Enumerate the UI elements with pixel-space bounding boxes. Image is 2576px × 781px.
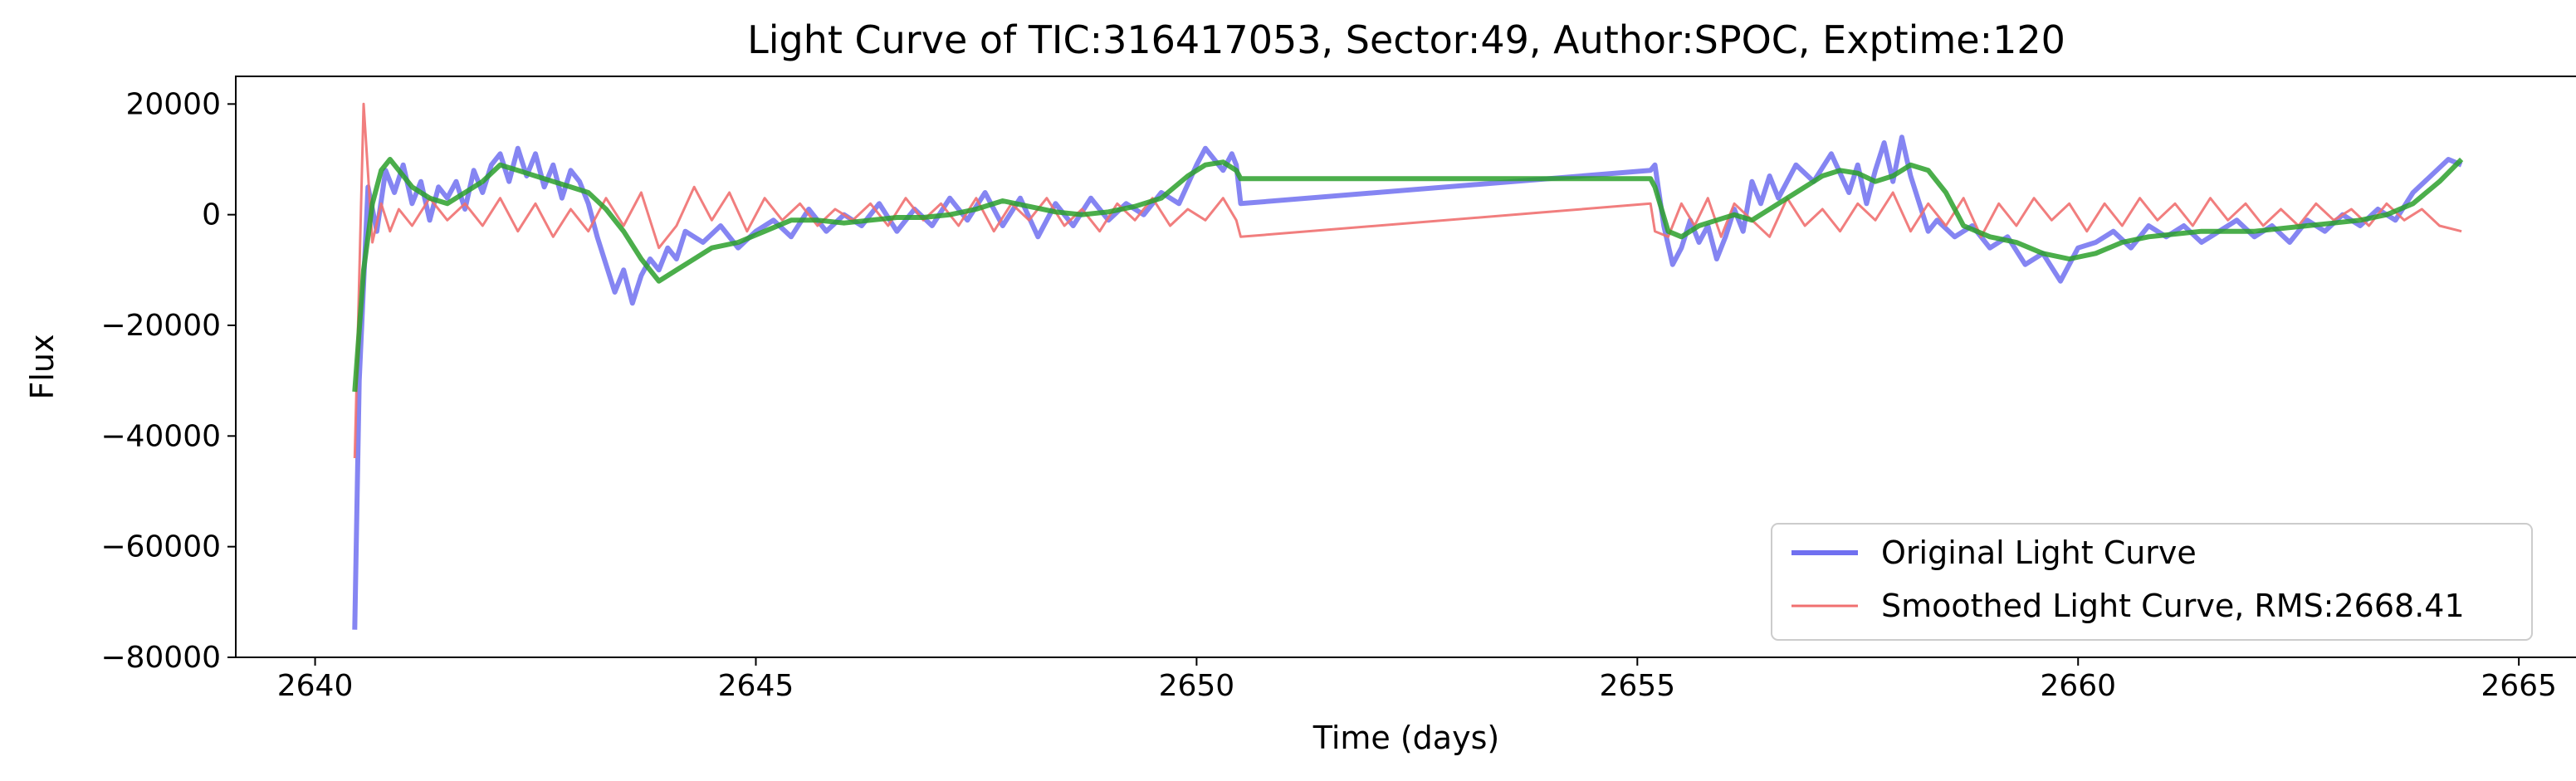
x-axis-ticks: 2640 2645 2650 2655 2660 2665 xyxy=(277,657,2557,703)
x-axis-label: Time (days) xyxy=(1312,720,1499,756)
series-trend-curve xyxy=(352,157,2464,393)
legend: Original Light Curve Smoothed Light Curv… xyxy=(1771,523,2533,641)
y-tick-label: −80000 xyxy=(100,641,221,675)
plot-frame xyxy=(235,76,2576,658)
y-tick-label: 20000 xyxy=(125,87,221,121)
y-axis-ticks: −80000 −60000 −40000 −20000 0 20000 xyxy=(100,87,236,675)
chart-title: Light Curve of TIC:316417053, Sector:49,… xyxy=(747,17,2065,62)
x-tick-label: 2640 xyxy=(277,669,354,703)
series-smoothed-light-curve xyxy=(353,102,2462,459)
x-tick-label: 2660 xyxy=(2040,669,2116,703)
y-tick-label: 0 xyxy=(202,198,221,232)
y-axis-label: Flux xyxy=(24,334,61,400)
plot-area xyxy=(235,76,2576,658)
legend-label-original: Original Light Curve xyxy=(1881,534,2197,571)
x-tick-label: 2665 xyxy=(2481,669,2557,703)
y-tick-label: −60000 xyxy=(100,530,221,564)
series-original-light-curve xyxy=(352,134,2463,630)
legend-box xyxy=(1771,523,2533,641)
x-tick-label: 2645 xyxy=(718,669,794,703)
x-tick-label: 2650 xyxy=(1159,669,1235,703)
y-tick-label: −20000 xyxy=(100,309,221,343)
legend-label-smoothed: Smoothed Light Curve, RMS:2668.41 xyxy=(1881,588,2465,624)
series-layer xyxy=(352,102,2464,630)
x-tick-label: 2655 xyxy=(1600,669,1676,703)
y-tick-label: −40000 xyxy=(100,419,221,453)
